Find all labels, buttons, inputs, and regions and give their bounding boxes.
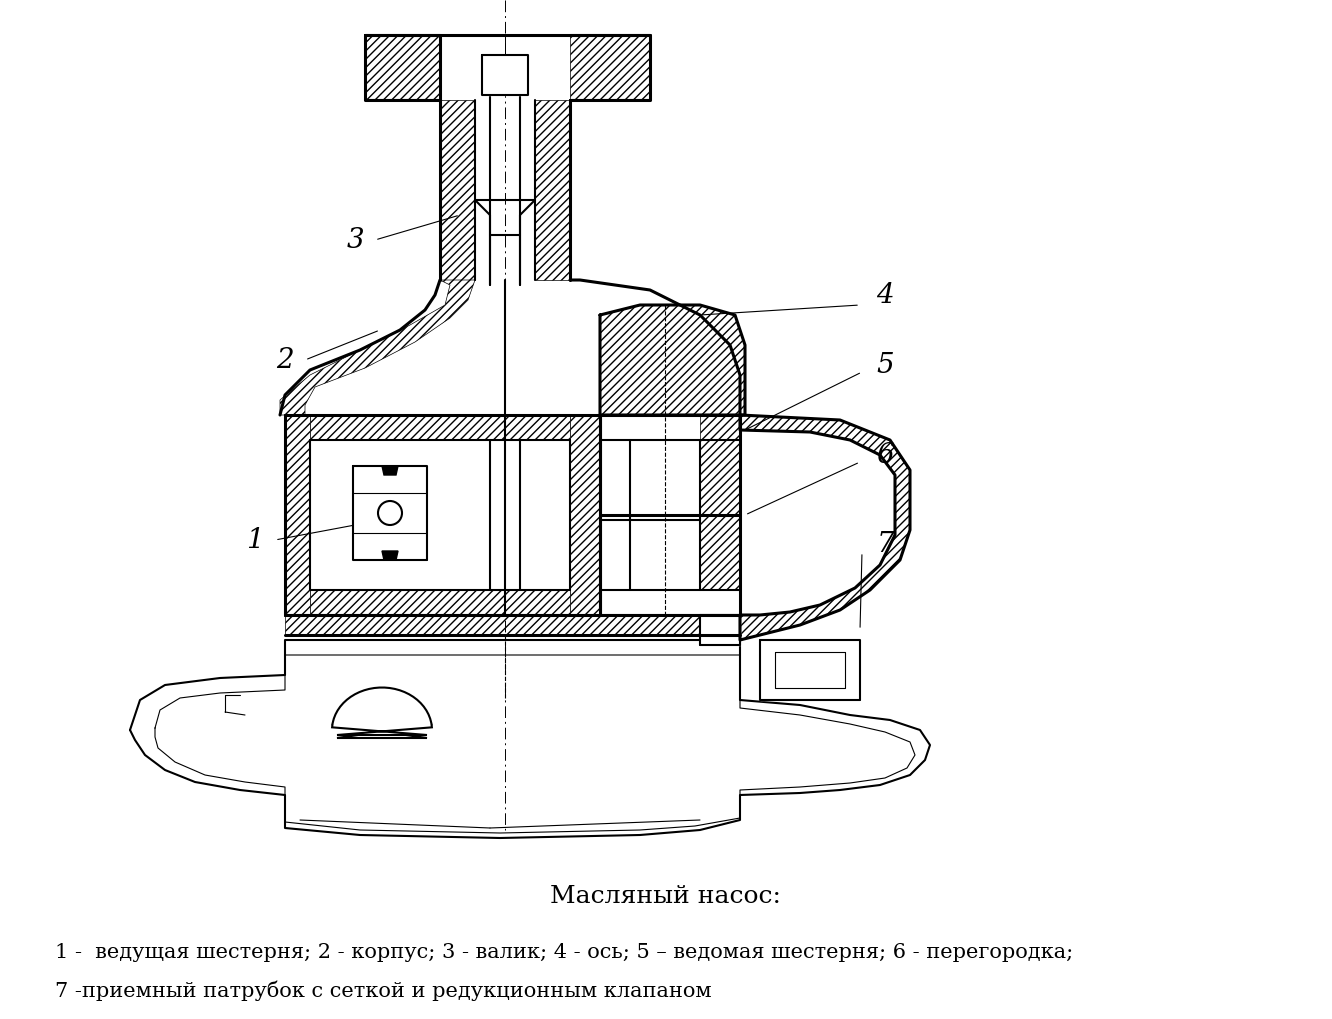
Polygon shape (382, 551, 398, 560)
Circle shape (378, 501, 402, 525)
Polygon shape (365, 35, 650, 280)
Polygon shape (570, 415, 599, 615)
Polygon shape (535, 100, 570, 280)
Polygon shape (353, 466, 428, 560)
Polygon shape (761, 640, 860, 700)
Polygon shape (440, 100, 476, 280)
Polygon shape (741, 415, 910, 640)
Text: 2: 2 (276, 346, 294, 374)
Polygon shape (310, 590, 570, 615)
Polygon shape (333, 695, 432, 738)
Polygon shape (761, 640, 860, 700)
Polygon shape (365, 35, 440, 100)
Polygon shape (570, 35, 650, 100)
Text: Масляный насос:: Масляный насос: (550, 886, 782, 908)
Text: 7: 7 (876, 532, 894, 558)
Polygon shape (701, 615, 741, 645)
Text: 5: 5 (876, 352, 894, 378)
Text: 3: 3 (346, 226, 364, 254)
Polygon shape (131, 640, 930, 838)
Polygon shape (332, 688, 432, 735)
Polygon shape (285, 415, 599, 615)
Polygon shape (310, 415, 570, 440)
Polygon shape (599, 415, 741, 590)
Polygon shape (382, 466, 398, 475)
Text: 1: 1 (246, 527, 264, 553)
Text: 6: 6 (876, 441, 894, 469)
Text: 4: 4 (876, 281, 894, 309)
Text: 1 -  ведущая шестерня; 2 - корпус; 3 - валик; 4 - ось; 5 – ведомая шестерня; 6 -: 1 - ведущая шестерня; 2 - корпус; 3 - ва… (55, 944, 1074, 962)
Polygon shape (280, 280, 476, 415)
Polygon shape (353, 466, 428, 560)
Polygon shape (285, 415, 310, 615)
Polygon shape (285, 615, 741, 635)
Polygon shape (482, 55, 527, 95)
Polygon shape (599, 305, 745, 415)
Text: 7 -приемный патрубок с сеткой и редукционным клапаном: 7 -приемный патрубок с сеткой и редукцио… (55, 980, 711, 1001)
